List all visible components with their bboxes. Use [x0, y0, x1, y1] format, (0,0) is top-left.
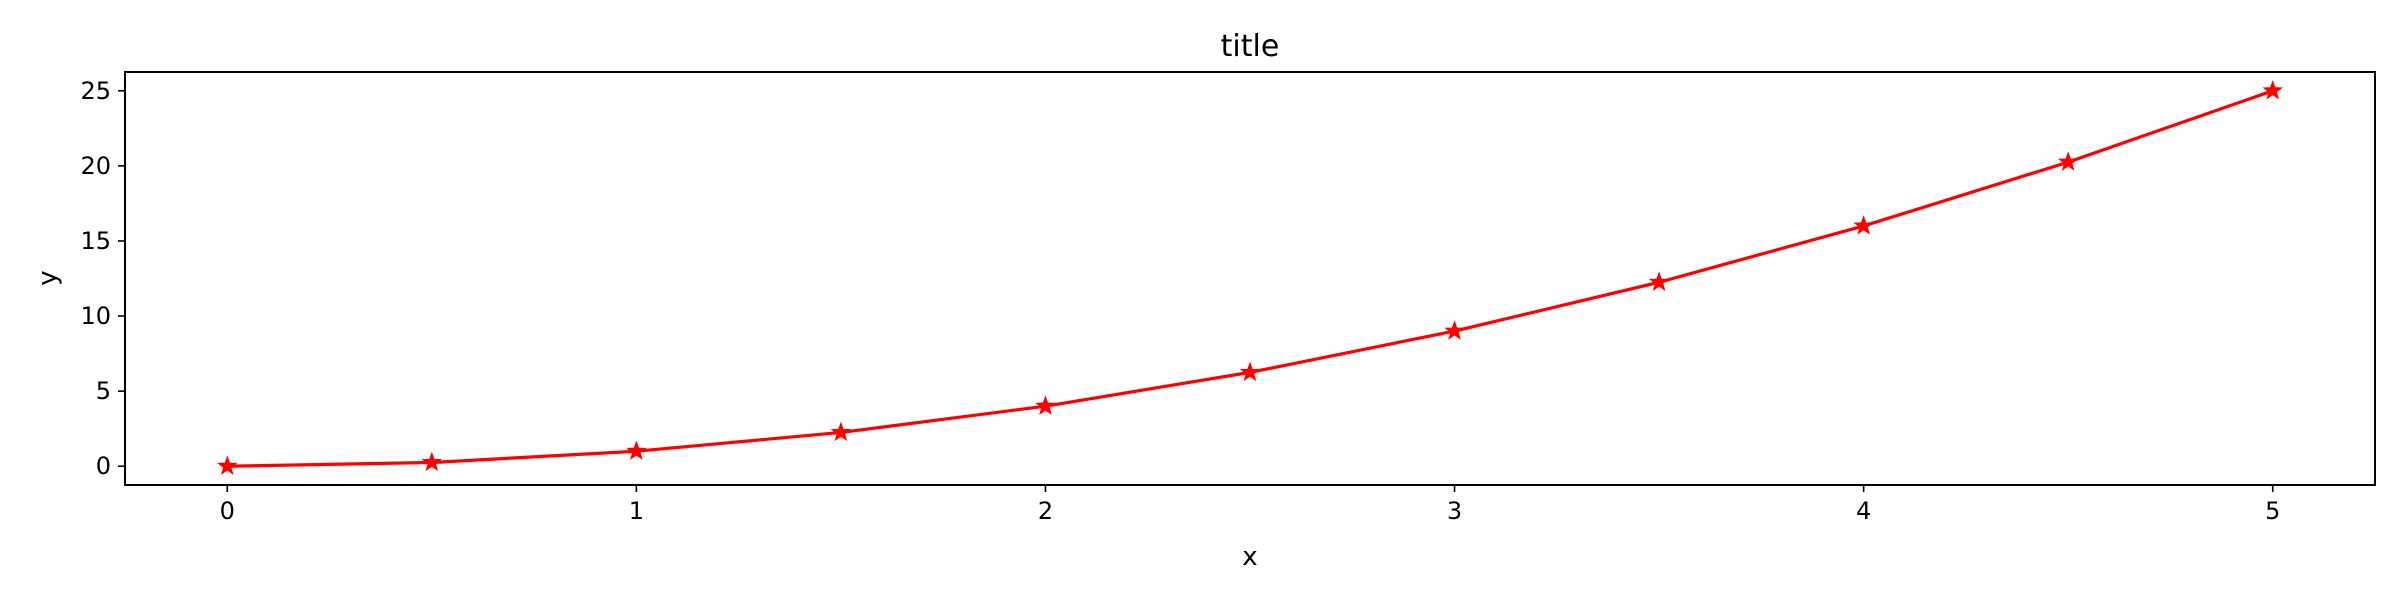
x-tick-label: 4 — [1856, 497, 1871, 525]
x-tick-label: 3 — [1447, 497, 1462, 525]
x-axis: 0 1 2 3 4 5 — [220, 485, 2280, 525]
x-tick-label: 5 — [2265, 497, 2280, 525]
x-tick-label: 1 — [629, 497, 644, 525]
y-tick-label: 15 — [80, 227, 111, 255]
chart-title: title — [1221, 29, 1280, 64]
data-point-star-marker — [2262, 80, 2283, 100]
y-tick-label: 10 — [80, 302, 111, 330]
plot-frame — [124, 71, 2376, 486]
y-tick-label: 5 — [96, 377, 111, 405]
data-point-star-marker — [1035, 395, 1056, 415]
data-point-star-marker — [626, 440, 647, 460]
y-tick-label: 0 — [96, 452, 111, 480]
x-axis-label: x — [1242, 542, 1257, 572]
x-tick-label: 0 — [220, 497, 235, 525]
data-point-star-marker — [1648, 271, 1670, 291]
y-tick-label: 25 — [80, 77, 111, 105]
marker-layer — [217, 80, 2283, 475]
y-axis: 0 5 10 15 20 25 — [80, 77, 125, 480]
x-tick-label: 2 — [1038, 497, 1053, 525]
data-point-star-marker — [830, 421, 852, 442]
plot-area: 0 1 2 3 4 5 0 5 10 15 20 25 — [80, 71, 2376, 525]
data-point-star-marker — [1239, 361, 1261, 382]
data-point-star-marker — [217, 455, 238, 475]
data-point-star-marker — [1444, 320, 1465, 340]
y-axis-label: y — [33, 270, 63, 285]
data-point-star-marker — [421, 451, 443, 472]
data-point-star-marker — [1853, 215, 1874, 235]
y-tick-label: 20 — [80, 152, 111, 180]
data-point-star-marker — [2057, 151, 2079, 171]
